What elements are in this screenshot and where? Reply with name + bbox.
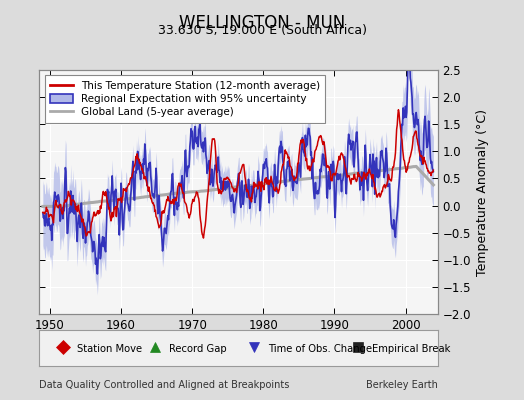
Text: Record Gap: Record Gap xyxy=(169,344,226,354)
Text: Time of Obs. Change: Time of Obs. Change xyxy=(268,344,373,354)
Text: Data Quality Controlled and Aligned at Breakpoints: Data Quality Controlled and Aligned at B… xyxy=(39,380,290,390)
Text: WELLINGTON - MUN: WELLINGTON - MUN xyxy=(179,14,345,32)
Legend: This Temperature Station (12-month average), Regional Expectation with 95% uncer: This Temperature Station (12-month avera… xyxy=(45,75,325,122)
Text: Berkeley Earth: Berkeley Earth xyxy=(366,380,438,390)
Text: 33.630 S, 19.000 E (South Africa): 33.630 S, 19.000 E (South Africa) xyxy=(158,24,366,37)
Text: Empirical Break: Empirical Break xyxy=(372,344,450,354)
Y-axis label: Temperature Anomaly (°C): Temperature Anomaly (°C) xyxy=(476,108,489,276)
Text: Station Move: Station Move xyxy=(77,344,142,354)
